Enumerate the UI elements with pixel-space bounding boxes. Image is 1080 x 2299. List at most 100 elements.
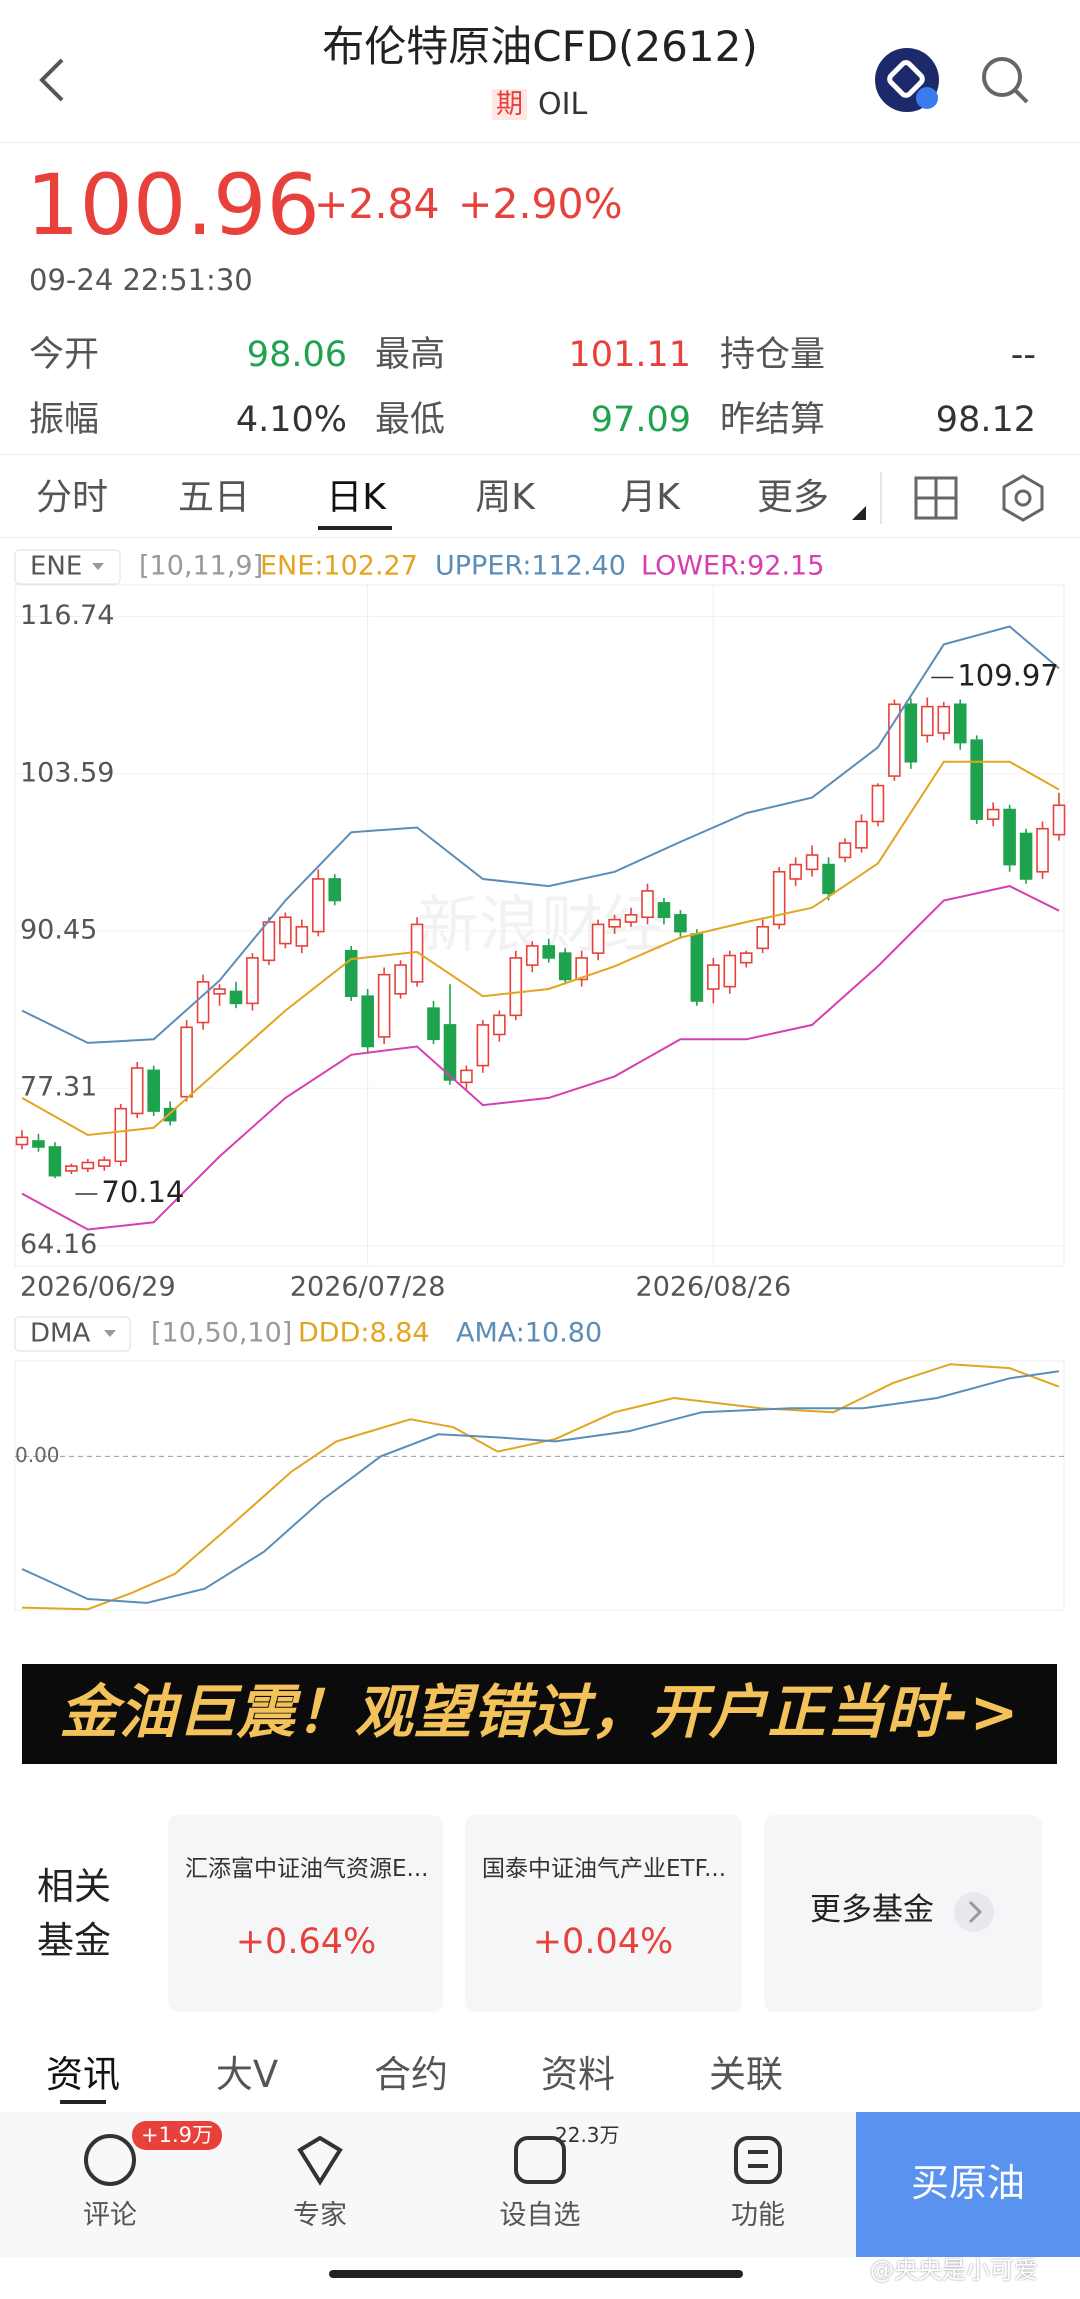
divider xyxy=(0,537,1080,538)
candle-body xyxy=(608,918,621,928)
candle-body xyxy=(624,914,638,923)
price: 100.96 xyxy=(26,156,320,254)
news-tab-underline xyxy=(60,2100,106,2104)
news-tab[interactable]: 关联 xyxy=(709,2053,783,2096)
banner-bg[interactable] xyxy=(22,1664,1057,1764)
candle-body xyxy=(1036,827,1049,873)
indicator-select[interactable] xyxy=(14,549,121,585)
candle-body xyxy=(986,808,1000,820)
y-tick-label: 103.59 xyxy=(20,757,114,788)
candle-body xyxy=(772,870,786,926)
candle-body xyxy=(32,1140,45,1148)
bar-label[interactable]: 设自选 xyxy=(499,2200,581,2231)
indicator-select[interactable] xyxy=(14,1316,131,1352)
period-tab[interactable]: 更多 xyxy=(756,477,829,518)
candle-body xyxy=(591,923,605,954)
fund-change[interactable]: +0.64% xyxy=(235,1922,377,1962)
indicator-params: [10,11,9] xyxy=(139,551,263,582)
candle-body xyxy=(476,1024,490,1067)
bar-badge: 22.3万 xyxy=(555,2123,620,2147)
candle-body xyxy=(525,945,539,966)
candle-body xyxy=(904,703,918,763)
y-tick-label: 77.31 xyxy=(20,1072,97,1103)
candle-body xyxy=(1003,808,1016,866)
news-tab[interactable]: 大V xyxy=(215,2053,279,2096)
candle-body xyxy=(937,705,951,734)
stat-value: 97.09 xyxy=(590,400,691,440)
x-tick-label: 2026/07/28 xyxy=(290,1272,446,1303)
stat-label: 最低 xyxy=(375,400,446,440)
period-tab[interactable]: 分时 xyxy=(35,477,108,518)
candle-body xyxy=(493,1014,506,1036)
fund-more[interactable]: 更多基金 xyxy=(810,1892,934,1928)
buy-label[interactable]: 买原油 xyxy=(910,2161,1025,2205)
back-icon[interactable] xyxy=(39,58,64,102)
plot-frame xyxy=(14,584,1065,1267)
candle-body xyxy=(1019,832,1033,880)
stat-value: 101.11 xyxy=(568,335,691,375)
candle-body xyxy=(262,921,276,962)
home-indicator xyxy=(329,2270,743,2278)
stat-label: 今开 xyxy=(29,335,100,375)
candle-body xyxy=(344,949,358,998)
search-icon[interactable] xyxy=(982,57,1022,97)
extreme-label: 70.14 xyxy=(101,1175,184,1209)
news-tab[interactable]: 资料 xyxy=(541,2053,615,2096)
extreme-label: 109.97 xyxy=(957,658,1058,692)
watermark: @央央是小可爱 xyxy=(870,2256,1038,2284)
candle-body xyxy=(81,1161,95,1170)
candle-body xyxy=(361,995,374,1048)
news-tab[interactable]: 资讯 xyxy=(46,2053,120,2096)
buy-button[interactable] xyxy=(856,2112,1080,2257)
candle-body xyxy=(558,952,572,981)
stat-label: 持仓量 xyxy=(720,335,826,375)
chart-watermark: 新浪财经 xyxy=(417,888,665,961)
plot-frame xyxy=(14,1360,1065,1611)
candle-body xyxy=(641,890,654,919)
candle-body xyxy=(953,703,967,744)
fund-change[interactable]: +0.04% xyxy=(532,1922,674,1962)
banner[interactable]: 金油巨震！观望错过，开户正当时-> xyxy=(59,1678,1020,1746)
period-tab[interactable]: 月K xyxy=(620,477,680,518)
candle-body xyxy=(542,945,556,959)
candle-body xyxy=(328,878,342,902)
stat-value: -- xyxy=(1010,335,1036,375)
candle-body xyxy=(246,957,259,1005)
tab-underline xyxy=(318,526,392,530)
candle-body xyxy=(1052,804,1066,836)
stat-value: 4.10% xyxy=(235,400,347,440)
candle-body xyxy=(48,1146,62,1177)
bar-label[interactable]: 专家 xyxy=(293,2200,347,2231)
period-tab[interactable]: 周K xyxy=(475,477,535,518)
legend-entry: UPPER:112.40 xyxy=(435,551,626,582)
quote-time: 09-24 22:51:30 xyxy=(29,263,253,297)
candle-body xyxy=(65,1165,78,1172)
period-tab[interactable]: 日K xyxy=(326,477,386,518)
candle-body xyxy=(443,1024,457,1081)
fund-name[interactable]: 国泰中证油气产业ETF... xyxy=(482,1856,727,1882)
fund-name[interactable]: 汇添富中证油气资源E... xyxy=(185,1856,429,1882)
change: +2.84 xyxy=(314,180,440,228)
indicator-line xyxy=(21,885,1060,1231)
news-tab[interactable]: 合约 xyxy=(374,2053,448,2096)
candle-body xyxy=(130,1067,144,1115)
candle-body xyxy=(213,988,226,995)
candle-body xyxy=(838,842,852,859)
indicator-params: [10,50,10] xyxy=(151,1318,292,1349)
candle-body xyxy=(394,964,407,995)
bar-label[interactable]: 功能 xyxy=(731,2200,785,2231)
candle-body xyxy=(196,981,210,1024)
stat-label: 振幅 xyxy=(29,400,100,440)
candle-body xyxy=(295,926,309,947)
stat-label: 最高 xyxy=(375,335,446,375)
indicator-name: ENE xyxy=(30,552,82,582)
settings-icon[interactable] xyxy=(1002,474,1044,522)
period-tab[interactable]: 五日 xyxy=(177,477,250,518)
x-tick-label: 2026/06/29 xyxy=(20,1272,176,1303)
candle-body xyxy=(690,933,704,1002)
indicator-line xyxy=(21,1363,1060,1611)
candle-body xyxy=(311,878,325,933)
candle-body xyxy=(888,703,901,777)
bar-label[interactable]: 评论 xyxy=(83,2200,137,2231)
